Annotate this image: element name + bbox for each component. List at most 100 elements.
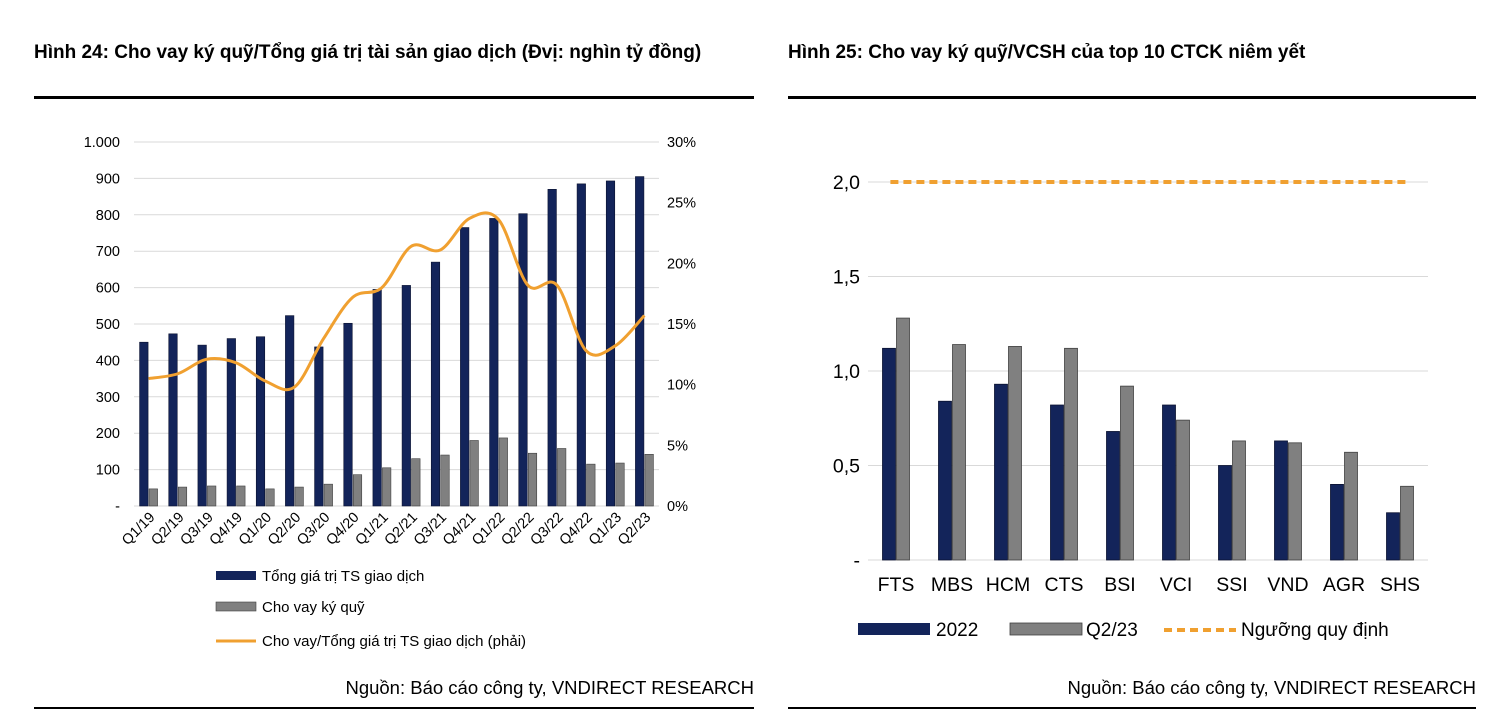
figure-title: Hình 24: Cho vay ký quỹ/Tổng giá trị tài…: [34, 42, 702, 63]
bar-margin-lending: [498, 437, 508, 507]
y2-tick-label: 15%: [667, 317, 696, 333]
y-tick-label: 900: [96, 171, 120, 187]
bar-2022: [882, 347, 896, 561]
bar-total-assets: [547, 189, 557, 507]
legend-swatch-margin: [215, 601, 257, 612]
bar-2022: [1218, 465, 1232, 561]
bar-q2-23: [1008, 346, 1022, 561]
y-tick-label: 200: [96, 426, 120, 442]
y-tick-label: 300: [96, 390, 120, 406]
bar-2022: [1386, 512, 1400, 561]
y-tick-label: 0,5: [833, 456, 860, 478]
bar-margin-lending: [236, 485, 246, 507]
y-tick-label: 400: [96, 353, 120, 369]
y2-tick-label: 10%: [667, 378, 696, 394]
bar-margin-lending: [586, 463, 596, 507]
bar-margin-lending: [148, 488, 158, 507]
bar-q2-23: [1120, 385, 1134, 561]
x-tick-label: MBS: [931, 574, 973, 596]
y-tick-label: 700: [96, 244, 120, 260]
bar-total-assets: [605, 180, 616, 507]
bar-2022: [1274, 440, 1288, 561]
bar-total-assets: [197, 344, 207, 507]
y2-tick-label: 25%: [667, 196, 696, 212]
figure-25: Hình 25: Cho vay ký quỹ/VCSH của top 10 …: [788, 0, 1476, 727]
bar-total-assets: [489, 218, 499, 507]
legend-swatch-total: [216, 571, 256, 580]
bar-margin-lending: [177, 486, 188, 507]
x-tick-label: CTS: [1045, 574, 1084, 596]
legend-swatch-q2-23: [1009, 622, 1083, 636]
bar-2022: [938, 400, 952, 561]
bar-2022: [1330, 483, 1344, 561]
bar-margin-lending: [557, 448, 567, 507]
bar-margin-lending: [382, 467, 392, 507]
bar-total-assets: [430, 261, 441, 507]
legend-swatch-2022: [858, 623, 930, 635]
y-tick-label: 1.000: [84, 135, 120, 151]
margin-to-equity-chart: - 0,5 1,0 1,5 2,0 FTS MBS HCM CTS BSI VCI SSI VND AGR…: [833, 172, 1428, 641]
figure-title: Hình 25: Cho vay ký quỹ/VCSH của top 10 …: [788, 42, 1306, 63]
legend-label-2022: 2022: [936, 620, 978, 641]
x-tick-label: VND: [1267, 574, 1308, 596]
bar-total-assets: [401, 285, 411, 507]
y-tick-label: 600: [96, 281, 120, 297]
source-note: Nguồn: Báo cáo công ty, VNDIRECT RESEARC…: [1067, 677, 1476, 698]
x-tick-label: FTS: [878, 574, 915, 596]
legend-label-threshold: Ngưỡng quy định: [1241, 620, 1389, 641]
bar-q2-23: [1288, 442, 1302, 561]
title-rule: [34, 96, 754, 99]
bar-total-assets: [343, 322, 353, 507]
y-tick-label: -: [854, 550, 861, 572]
y-tick-label: 800: [96, 208, 120, 224]
bar-q2-23: [1400, 485, 1414, 561]
bar-margin-lending: [644, 454, 654, 507]
bar-q2-23: [1232, 440, 1246, 561]
bar-q2-23: [896, 317, 910, 561]
legend-label-margin: Cho vay ký quỹ: [262, 599, 365, 616]
bar-margin-lending: [352, 474, 363, 507]
bar-total-assets: [635, 176, 645, 507]
bar-total-assets: [255, 336, 266, 507]
y-tick-label: 1,5: [833, 267, 860, 289]
y-tick-label: -: [115, 499, 120, 515]
bar-total-assets: [226, 338, 236, 507]
bar-q2-23: [952, 344, 966, 561]
legend-label-q2-23: Q2/23: [1086, 620, 1138, 641]
bar-q2-23: [1064, 347, 1078, 561]
y-tick-label: 2,0: [833, 172, 860, 194]
x-tick-label: Q2/23: [615, 510, 654, 549]
bar-2022: [1162, 404, 1176, 561]
x-tick-label: SHS: [1380, 574, 1420, 596]
figure-24: Hình 24: Cho vay ký quỹ/Tổng giá trị tài…: [34, 0, 754, 727]
y2-tick-label: 5%: [667, 438, 688, 454]
legend-label-total: Tổng giá trị TS giao dịch: [262, 568, 424, 585]
y-tick-label: 500: [96, 317, 120, 333]
bar-margin-lending: [615, 462, 625, 507]
legend-label-ratio: Cho vay/Tổng giá trị TS giao dịch (phải): [262, 633, 526, 650]
x-tick-label: SSI: [1216, 574, 1247, 596]
x-tick-label: VCI: [1160, 574, 1193, 596]
x-tick-label: AGR: [1323, 574, 1365, 596]
bar-margin-lending: [294, 486, 304, 507]
source-note: Nguồn: Báo cáo công ty, VNDIRECT RESEARC…: [345, 677, 754, 698]
bar-margin-lending: [469, 440, 479, 507]
bar-margin-lending: [411, 458, 421, 507]
x-tick-label: HCM: [986, 574, 1030, 596]
y2-tick-label: 30%: [667, 135, 696, 151]
bar-total-assets: [372, 289, 382, 507]
margin-to-assets-chart: - 100 200 300 400 500 600 700 800 900 1.000 0% 5% 10%…: [84, 135, 696, 650]
bar-margin-lending: [265, 488, 275, 507]
bar-2022: [1050, 404, 1064, 561]
bar-margin-lending: [323, 483, 333, 507]
x-tick-label: BSI: [1104, 574, 1135, 596]
bar-margin-lending: [527, 452, 538, 507]
bar-total-assets: [139, 341, 149, 507]
y2-tick-label: 0%: [667, 499, 688, 515]
bottom-rule: [34, 707, 754, 709]
series-line-ratio: [148, 211, 646, 392]
bar-margin-lending: [440, 454, 450, 507]
y-tick-label: 1,0: [833, 361, 860, 383]
bar-total-assets: [285, 315, 295, 507]
bar-q2-23: [1176, 419, 1190, 561]
